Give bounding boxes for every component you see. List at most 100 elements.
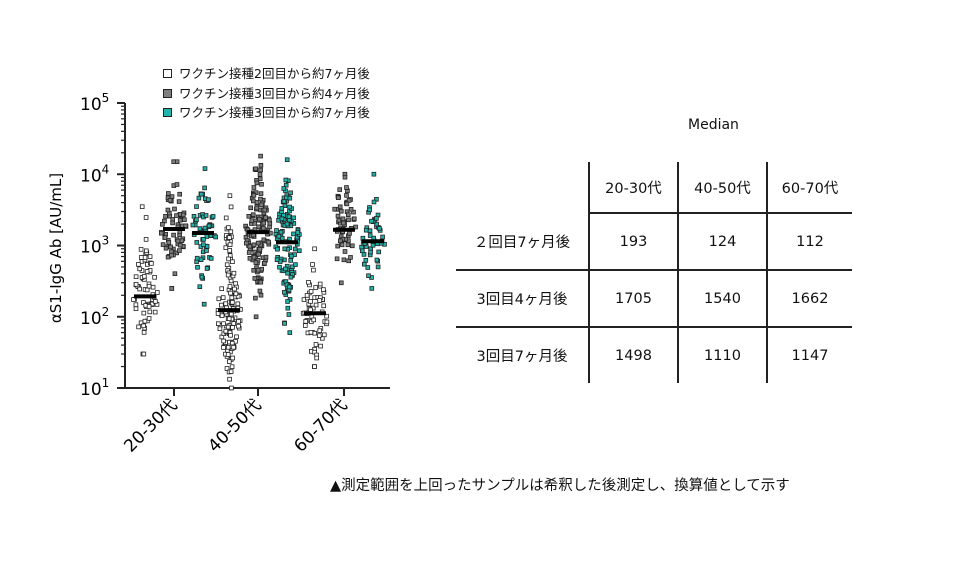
data-point	[139, 204, 145, 210]
data-point	[255, 267, 261, 273]
data-point	[283, 182, 289, 188]
data-point	[235, 301, 241, 307]
data-point	[231, 344, 236, 350]
data-point	[286, 312, 292, 317]
data-point	[202, 185, 207, 191]
data-point	[374, 257, 380, 263]
data-point	[232, 286, 237, 292]
data-point	[141, 323, 146, 329]
data-point	[317, 298, 322, 303]
data-point	[215, 311, 221, 316]
median-table-title: Median	[688, 117, 739, 133]
data-point	[374, 196, 379, 202]
data-point	[208, 256, 214, 261]
data-point	[316, 333, 322, 338]
data-point	[253, 260, 259, 265]
data-point	[367, 233, 373, 238]
table-row-label: 3回目4ヶ月後	[456, 270, 589, 328]
data-point	[377, 226, 382, 231]
data-point	[153, 299, 158, 304]
data-point	[204, 248, 209, 253]
data-point	[288, 274, 294, 280]
data-point	[196, 195, 202, 201]
data-point	[228, 311, 234, 317]
data-point	[337, 204, 343, 210]
data-point	[143, 237, 149, 242]
data-point	[223, 301, 229, 306]
data-point	[227, 284, 233, 289]
data-point	[368, 249, 373, 255]
data-point	[199, 274, 205, 280]
data-point	[228, 204, 234, 210]
data-point	[257, 246, 263, 252]
data-point	[336, 217, 342, 223]
data-point	[194, 240, 200, 245]
data-point	[291, 221, 297, 226]
data-point	[279, 216, 285, 222]
legend-label: ワクチン接種2回目から約7ヶ月後	[179, 66, 370, 81]
data-point	[177, 191, 183, 197]
data-point	[133, 306, 139, 311]
data-point	[285, 305, 291, 311]
data-point	[169, 286, 175, 291]
dot-plot-chart: 101 102 103 104 105 20-30代 40-50代 60-70代 αS1-Ig…	[47, 91, 390, 456]
table-row-label: 3回目7ヶ月後	[476, 349, 568, 365]
data-point	[363, 227, 369, 233]
data-point	[131, 297, 136, 302]
data-point	[201, 301, 207, 307]
data-point	[147, 309, 153, 315]
data-point	[230, 259, 235, 264]
data-point	[215, 321, 221, 326]
data-point	[288, 190, 293, 196]
data-point	[313, 302, 319, 308]
data-point	[258, 167, 263, 173]
data-point	[380, 234, 385, 240]
data-point	[295, 230, 300, 235]
data-point	[258, 191, 264, 196]
data-point	[142, 318, 148, 324]
data-point	[210, 214, 216, 219]
data-point	[231, 321, 237, 326]
data-point	[291, 231, 296, 237]
data-point	[246, 250, 252, 255]
table-cell: 1110	[677, 327, 767, 383]
data-point	[226, 359, 232, 364]
data-point	[221, 321, 226, 326]
data-point	[206, 223, 212, 229]
data-point	[274, 257, 280, 262]
data-point	[278, 229, 284, 235]
data-point	[219, 302, 224, 308]
data-point	[259, 202, 264, 208]
table-cell: 1705	[588, 270, 678, 328]
data-point	[256, 251, 261, 257]
data-point	[194, 204, 199, 209]
data-point	[141, 274, 147, 279]
data-point	[345, 212, 351, 218]
data-point	[306, 279, 311, 285]
data-point	[228, 332, 233, 338]
y-axis-label: αS1-IgG Ab [AU/mL]	[47, 173, 65, 323]
data-point	[345, 242, 351, 248]
data-point	[340, 216, 346, 222]
data-point	[311, 317, 316, 323]
data-point	[375, 264, 381, 270]
data-point	[225, 272, 231, 278]
data-point	[342, 174, 348, 180]
data-point	[359, 248, 365, 254]
data-point	[274, 228, 279, 233]
data-point	[247, 243, 253, 249]
data-point	[171, 232, 176, 238]
data-point	[367, 207, 372, 213]
table-cell: 1540	[677, 270, 767, 328]
data-point	[353, 224, 358, 230]
data-point	[170, 220, 175, 226]
data-point	[221, 338, 226, 344]
data-point	[324, 313, 329, 319]
data-point	[133, 274, 139, 279]
data-point	[163, 213, 168, 219]
data-point	[287, 204, 292, 210]
data-point	[338, 208, 344, 214]
data-point	[308, 307, 313, 312]
table-header-cell: 60-70代	[766, 162, 852, 214]
data-point	[341, 257, 347, 263]
